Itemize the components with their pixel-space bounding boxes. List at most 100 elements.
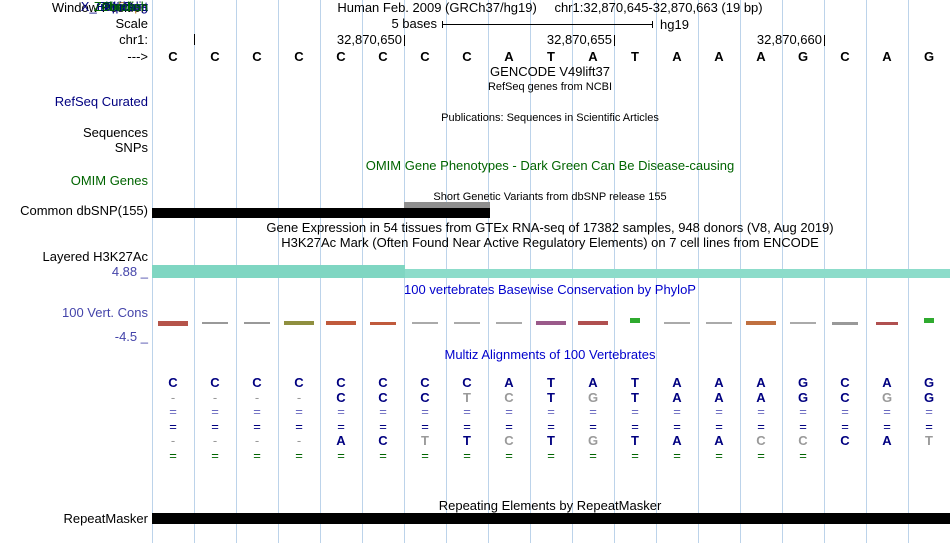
refseq-track-label[interactable]: RefSeq Curated [54, 94, 148, 109]
alignment-cell: = [589, 419, 597, 434]
alignment-cell: = [883, 419, 891, 434]
alignment-cell: T [547, 375, 555, 390]
phylop-track-title[interactable]: 100 vertebrates Basewise Conservation by… [404, 282, 696, 297]
h3k27ac-track-label[interactable]: Layered H3K27Ac [42, 249, 148, 264]
phylop-mark [202, 322, 228, 324]
sequence-base: C [210, 49, 220, 64]
sequence-base: C [336, 49, 346, 64]
publications-snps-label[interactable]: SNPs [114, 140, 148, 155]
alignment-cell: = [715, 448, 723, 463]
scale-bar-right-cap [652, 21, 653, 28]
phylop-mark [326, 321, 356, 325]
species-label-human[interactable]: Human [106, 0, 148, 14]
alignment-cell: = [547, 419, 555, 434]
dbsnp-track-label[interactable]: Common dbSNP(155) [20, 203, 148, 218]
sequence-base: A [672, 49, 682, 64]
alignment-cell: G [587, 433, 599, 448]
alignment-cell: C [840, 433, 850, 448]
alignment-cell: = [799, 404, 807, 419]
alignment-cell: = [505, 448, 513, 463]
alignment-cell: = [757, 419, 765, 434]
alignment-cell: = [211, 404, 219, 419]
sequence-base: C [252, 49, 262, 64]
alignment-cell: = [631, 419, 639, 434]
position-range: chr1:32,870,645-32,870,663 (19 bp) [554, 0, 763, 15]
publications-track-title[interactable]: Publications: Sequences in Scientific Ar… [441, 112, 659, 124]
alignment-cell: C [336, 375, 346, 390]
species-label-zebrafish[interactable]: Zebrafish [93, 0, 148, 14]
species-label-x_tropicalis[interactable]: X_tropicalis [80, 0, 148, 14]
alignment-cell: = [757, 448, 765, 463]
cons-track-label[interactable]: 100 Vert. Cons [62, 305, 148, 320]
alignment-cell: = [295, 404, 303, 419]
phylop-mark [284, 321, 314, 325]
sequence-base: A [756, 49, 766, 64]
alignment-cell: T [925, 433, 933, 448]
multiz-track-title[interactable]: Multiz Alignments of 100 Vertebrates [444, 347, 656, 362]
sequence-base: C [840, 49, 850, 64]
phylop-mark [924, 318, 934, 323]
alignment-cell: = [589, 448, 597, 463]
species-label-dog[interactable]: Dog [124, 0, 148, 14]
refseq-track-title[interactable]: RefSeq genes from NCBI [487, 81, 613, 93]
alignment-cell: = [379, 419, 387, 434]
alignment-cell: C [462, 375, 472, 390]
dbsnp-variant-gray[interactable] [404, 202, 490, 210]
species-label-rhesus[interactable]: Rhesus [103, 0, 148, 14]
publications-sequences-label[interactable]: Sequences [82, 125, 148, 140]
alignment-cell: C [756, 433, 766, 448]
alignment-cell: - [212, 433, 218, 448]
gencode-track-title[interactable]: GENCODE V49lift37 [490, 64, 610, 79]
alignment-cell: = [421, 448, 429, 463]
alignment-cell: A [756, 390, 766, 405]
gtex-track-title[interactable]: Gene Expression in 54 tissues from GTEx … [266, 220, 834, 235]
alignment-cell: A [714, 390, 724, 405]
alignment-cell: T [463, 433, 471, 448]
alignment-cell: = [421, 404, 429, 419]
alignment-cell: = [421, 419, 429, 434]
h3k27ac-signal[interactable] [152, 269, 950, 278]
phylop-mark [578, 321, 608, 325]
alignment-cell: = [295, 419, 303, 434]
assembly-title: Human Feb. 2009 (GRCh37/hg19) [337, 0, 537, 15]
alignment-cell: C [252, 375, 262, 390]
species-label-elephant[interactable]: Elephant [96, 0, 148, 14]
alignment-cell: = [631, 448, 639, 463]
species-label-chicken[interactable]: Chicken [101, 0, 148, 14]
alignment-cell: T [547, 433, 555, 448]
alignment-cell: = [337, 448, 345, 463]
dbsnp-track-title[interactable]: Short Genetic Variants from dbSNP releas… [433, 191, 667, 203]
cons-axis-min: -4.5 _ [114, 329, 148, 344]
omim-track-label[interactable]: OMIM Genes [70, 173, 148, 188]
repeatmasker-track-title[interactable]: Repeating Elements by RepeatMasker [438, 498, 662, 513]
alignment-cell: = [463, 419, 471, 434]
window-position-label: Window Position [51, 0, 148, 15]
h3k27ac-track-title[interactable]: H3K27Ac Mark (Often Found Near Active Re… [281, 235, 819, 250]
window-position-value: Human Feb. 2009 (GRCh37/hg19) chr1:32,87… [152, 1, 948, 15]
species-label-gaps[interactable]: Gaps [116, 0, 148, 14]
phylop-mark [158, 321, 188, 326]
alignment-cell: = [883, 404, 891, 419]
omim-track-title[interactable]: OMIM Gene Phenotypes - Dark Green Can Be… [365, 158, 735, 173]
sequence-base: C [168, 49, 178, 64]
alignment-cell: = [505, 419, 513, 434]
alignment-cell: = [841, 419, 849, 434]
scale-label: Scale [115, 16, 148, 31]
h3k27ac-signal-left[interactable] [152, 265, 405, 278]
sequence-base: A [882, 49, 892, 64]
alignment-cell: G [587, 390, 599, 405]
alignment-cell: C [168, 375, 178, 390]
alignment-cell: C [504, 433, 514, 448]
alignment-cell: C [378, 375, 388, 390]
repeatmasker-track-label[interactable]: RepeatMasker [63, 511, 148, 526]
alignment-cell: G [797, 375, 809, 390]
alignment-cell: = [925, 419, 933, 434]
species-label-mouse[interactable]: Mouse [108, 0, 148, 14]
repeatmasker-element[interactable] [152, 513, 950, 524]
alignment-cell: = [169, 448, 177, 463]
phylop-mark [630, 318, 640, 323]
alignment-cell: A [882, 433, 892, 448]
alignment-cell: = [589, 404, 597, 419]
dbsnp-variant-black[interactable] [152, 208, 490, 218]
alignment-cell: = [379, 404, 387, 419]
